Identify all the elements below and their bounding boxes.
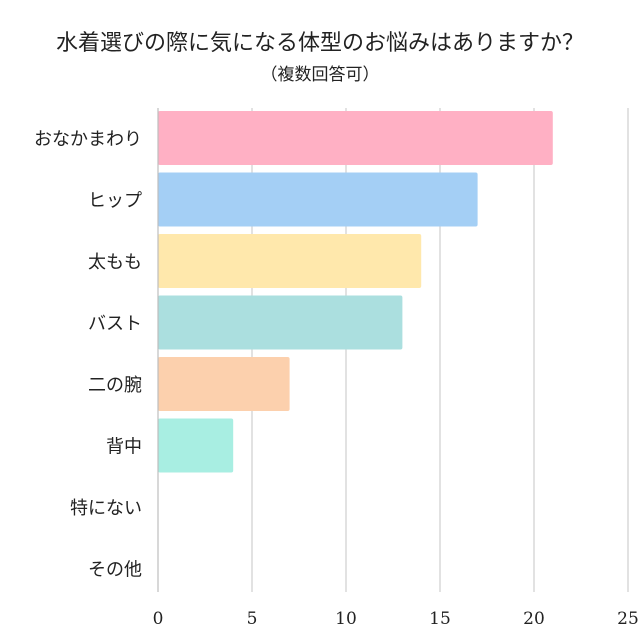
- category-label-4: 二の腕: [88, 375, 142, 396]
- bar-1: [158, 172, 478, 227]
- category-label-6: 特にない: [70, 498, 142, 519]
- bar-4: [158, 357, 290, 411]
- category-label-7: その他: [88, 560, 142, 581]
- x-tick-label-3: 15: [429, 609, 451, 629]
- chart-subtitle: （複数回答可）: [260, 65, 380, 85]
- x-tick-label-4: 20: [523, 609, 545, 629]
- x-tick-label-1: 5: [247, 609, 258, 629]
- category-label-3: バスト: [88, 314, 142, 335]
- bar-5: [158, 418, 234, 473]
- category-label-5: 背中: [106, 437, 142, 458]
- x-tick-label-0: 0: [153, 609, 164, 629]
- x-tick-label-2: 10: [335, 609, 357, 629]
- category-label-2: 太もも: [88, 252, 142, 273]
- bars: [158, 111, 553, 473]
- bar-0: [158, 111, 553, 165]
- x-tick-labels: 0 5 10 15 20 25: [153, 609, 639, 629]
- category-label-1: ヒップ: [88, 191, 142, 212]
- chart-title: 水着選びの際に気になる体型のお悩みはありますか？: [55, 31, 584, 56]
- category-label-0: おなかまわり: [34, 129, 142, 150]
- x-tick-label-5: 25: [617, 609, 639, 629]
- bar-2: [158, 234, 422, 288]
- bar-3: [158, 295, 403, 350]
